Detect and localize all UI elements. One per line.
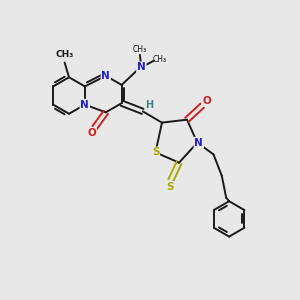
Text: S: S xyxy=(152,147,159,158)
Text: CH₃: CH₃ xyxy=(153,56,167,64)
Text: O: O xyxy=(202,96,211,106)
Text: N: N xyxy=(101,71,110,81)
Text: O: O xyxy=(87,128,96,138)
Text: CH₃: CH₃ xyxy=(56,50,74,59)
Text: H: H xyxy=(145,100,153,110)
Text: CH₃: CH₃ xyxy=(133,44,147,53)
Text: N: N xyxy=(137,62,146,72)
Text: N: N xyxy=(80,100,89,110)
Text: N: N xyxy=(194,138,203,148)
Text: S: S xyxy=(167,182,174,192)
